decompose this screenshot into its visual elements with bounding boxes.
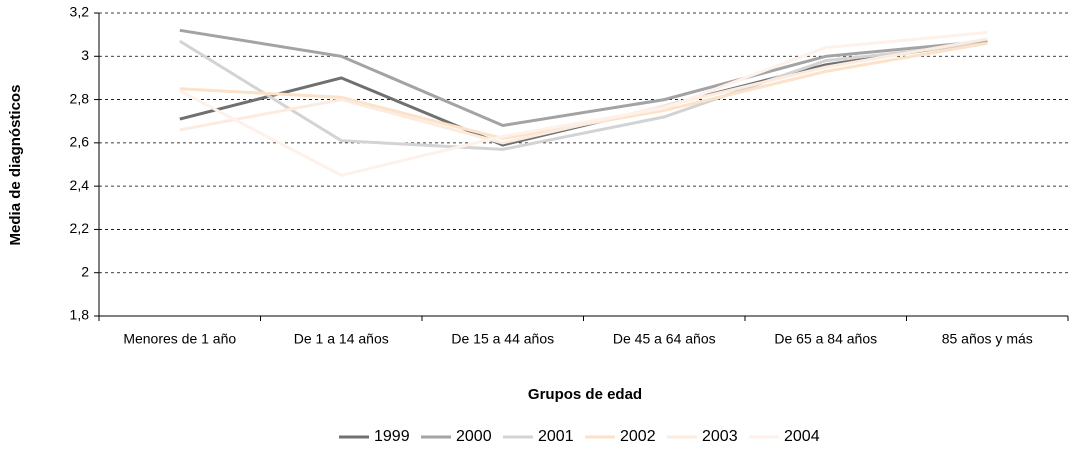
series-line — [179, 37, 988, 145]
y-tick-label: 2 — [81, 263, 89, 279]
legend-label: 2002 — [620, 428, 656, 445]
x-tick-label: Menores de 1 año — [123, 331, 236, 347]
y-tick-label: 1,8 — [70, 307, 90, 323]
y-tick-label: 2,2 — [70, 220, 90, 236]
series-line — [179, 31, 988, 177]
legend-label: 2003 — [702, 428, 738, 445]
legend-label: 2000 — [456, 428, 492, 445]
y-axis-title: Media de diagnósticos — [7, 85, 24, 246]
x-tick-label: De 65 a 84 años — [774, 331, 877, 347]
x-tick-label: De 45 a 64 años — [613, 331, 716, 347]
series-line — [179, 28, 988, 128]
y-tick-label: 3 — [81, 47, 89, 63]
y-tick-label: 2,4 — [70, 177, 90, 193]
x-tick-label: De 15 a 44 años — [451, 331, 554, 347]
legend-label: 2004 — [784, 428, 820, 445]
x-axis-title: Grupos de edad — [528, 386, 642, 403]
y-tick-label: 2,6 — [70, 134, 90, 150]
y-tick-label: 3,2 — [70, 4, 90, 20]
y-tick-label: 2,8 — [70, 90, 90, 106]
legend-label: 2001 — [538, 428, 574, 445]
legend-label: 1999 — [374, 428, 410, 445]
x-tick-label: 85 años y más — [942, 331, 1033, 347]
series-line — [179, 39, 988, 151]
x-tick-label: De 1 a 14 años — [294, 331, 389, 347]
